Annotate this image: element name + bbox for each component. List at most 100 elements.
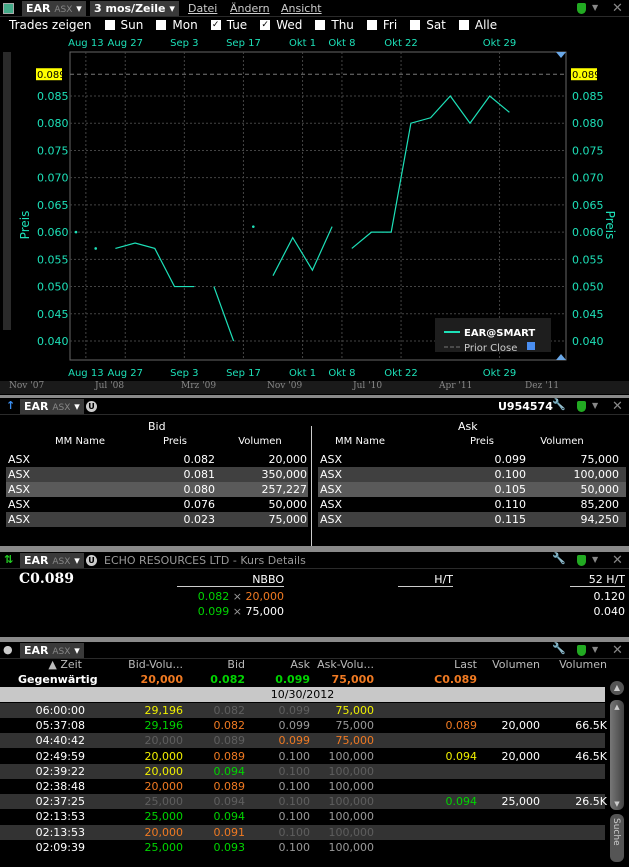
y-tick-right: 0.065 (572, 199, 604, 212)
trade-row[interactable]: 05:37:08 29,196 0.082 0.099 75,000 0.089 20,00… (0, 718, 607, 734)
menu-ansicht[interactable]: Ansicht (281, 2, 322, 15)
ask: 0.099 (278, 719, 311, 733)
volume: 350,000 (261, 468, 308, 481)
x-tick-top: Sep 17 (226, 38, 261, 49)
day-checkbox-mon[interactable] (156, 20, 167, 30)
x-tick-bottom: Okt 1 (289, 368, 316, 379)
times-sign: × (232, 605, 242, 618)
bid-row[interactable]: ASX 0.080 257,227 (6, 482, 308, 497)
ask-volume: 100,000 (328, 840, 375, 854)
bid: 0.089 (213, 780, 246, 793)
bid-volume: 20,000 (144, 764, 184, 778)
bid: 0.089 (213, 734, 246, 748)
menu-aendern[interactable]: Ändern (230, 2, 270, 15)
trade-row[interactable]: 02:09:39 25,000 0.093 0.100 100,000 (0, 839, 605, 855)
wrench-icon[interactable]: 🔧 (552, 552, 566, 565)
x-tick-bottom: Aug 13 (68, 368, 103, 379)
volume: 50,000 (580, 483, 620, 496)
prior-close-label: 0.089 (37, 70, 66, 81)
tas-col-header: Volumen (492, 658, 540, 671)
ask-row[interactable]: ASX 0.105 50,000 (318, 482, 626, 497)
navigator-bar[interactable]: Nov '07 Jul '08 Mrz '09 Nov '09 Jul '10 Apr '… (0, 381, 629, 394)
current-bid: 0.082 (210, 673, 245, 686)
dropdown-icon[interactable]: ▼ (592, 555, 599, 564)
quote-title: ECHO RESOURCES LTD - Kurs Details (104, 554, 306, 567)
period-selector[interactable]: 3 mos/Zeile ▾ (90, 1, 179, 16)
navigator-label: Nov '07 (9, 381, 45, 391)
u-icon[interactable]: U (86, 555, 97, 566)
symbol-selector[interactable]: EAR ASX ▾ (22, 1, 86, 16)
trade-row[interactable]: 02:38:48 20,000 0.089 0.100 100,000 (0, 779, 605, 794)
search-button[interactable]: Suche (610, 814, 624, 862)
trade-volume: 20,000 (501, 719, 541, 733)
ask-row[interactable]: ASX 0.100 100,000 (318, 467, 626, 482)
nbbo-bid: 0.082 × 20,000 (177, 590, 284, 603)
shield-icon[interactable] (577, 3, 586, 14)
ask-row[interactable]: ASX 0.110 85,200 (318, 497, 626, 512)
bid-row[interactable]: ASX 0.023 75,000 (6, 512, 308, 527)
day-checkbox-alle[interactable] (458, 20, 469, 30)
day-checkbox-fri[interactable] (366, 20, 377, 30)
y-tick-left: 0.050 (37, 281, 69, 294)
current-row: Gegenwärtig 20,000 0.082 0.099 75,000 C0.089 (0, 672, 605, 687)
wrench-icon[interactable]: 🔧 (552, 642, 566, 655)
panel-divider[interactable] (0, 546, 629, 552)
shield-icon[interactable] (577, 401, 586, 412)
shield-icon[interactable] (577, 645, 586, 656)
bid-volume: 25,000 (144, 840, 184, 854)
cumulative-volume: 66.5K (575, 719, 607, 733)
scrollbar-thumb[interactable]: ▲ ▼ (610, 700, 624, 810)
panel-divider[interactable] (0, 395, 629, 398)
ask-row[interactable]: ASX 0.099 75,000 (318, 452, 626, 467)
day-checkbox-tue[interactable]: ✓ (210, 20, 221, 30)
bid-row[interactable]: ASX 0.081 350,000 (6, 467, 308, 482)
menu-datei[interactable]: Datei (188, 2, 218, 15)
close-icon[interactable]: ✕ (612, 553, 623, 568)
book-symbol-selector[interactable]: EAR ASX ▾ (20, 399, 84, 414)
ask-row[interactable]: ASX 0.115 94,250 (318, 512, 626, 527)
tas-col-header: Volumen (559, 658, 607, 671)
close-icon[interactable]: ✕ (612, 643, 623, 658)
trade-time: 06:00:00 (35, 704, 85, 717)
trade-row[interactable]: 04:40:42 20,000 0.089 0.099 75,000 (0, 733, 605, 749)
trade-row[interactable]: 02:37:25 25,000 0.094 0.100 100,000 0.094 25,0… (0, 794, 607, 810)
wrench-icon[interactable]: 🔧 (552, 398, 566, 411)
ask-volume: 100,000 (328, 825, 375, 839)
day-checkbox-sun[interactable] (104, 20, 115, 30)
bid-row[interactable]: ASX 0.076 50,000 (6, 497, 308, 512)
day-checkbox-sat[interactable] (410, 20, 421, 30)
trade-row[interactable]: 02:13:53 25,000 0.094 0.100 100,000 (0, 809, 605, 825)
bid-volume: 20,000 (144, 780, 184, 793)
day-checkbox-thu[interactable] (315, 20, 326, 30)
legend-label: Prior Close (464, 343, 517, 354)
ask-volume: 100,000 (328, 795, 375, 809)
price: 0.105 (494, 483, 527, 496)
dropdown-icon[interactable]: ▼ (592, 645, 599, 654)
trade-row[interactable]: 02:39:22 20,000 0.094 0.100 100,000 (0, 763, 605, 779)
panel-divider[interactable] (0, 637, 629, 642)
close-icon[interactable]: ✕ (612, 399, 623, 414)
y-tick-right: 0.045 (572, 308, 604, 321)
trade-time: 02:13:53 (35, 810, 85, 824)
tas-col-header: Last (454, 658, 477, 671)
price: 0.100 (494, 468, 527, 481)
u-icon[interactable]: U (86, 401, 97, 412)
dropdown-icon[interactable]: ▼ (592, 3, 599, 12)
trade-row[interactable]: 02:49:59 20,000 0.089 0.100 100,000 0.094 20,0… (0, 748, 607, 764)
volume: 50,000 (268, 498, 308, 511)
order-book: Bid Ask MM Name Preis Volumen ASX 0.082 20,00… (0, 416, 629, 564)
trade-row[interactable]: 06:00:00 29,196 0.082 0.099 75,000 (0, 703, 605, 718)
scroll-top-button[interactable]: ▲ (610, 681, 624, 695)
dropdown-icon[interactable]: ▼ (592, 401, 599, 410)
tas-symbol-selector[interactable]: EAR ASX ▾ (20, 643, 84, 658)
close-icon[interactable]: ✕ (612, 1, 623, 16)
mm-name: ASX (8, 483, 31, 496)
bid-volume: 20,000 (144, 749, 184, 763)
ask-title: Ask (458, 420, 478, 433)
day-checkbox-wed[interactable]: ✓ (260, 20, 271, 30)
trade-row[interactable]: 02:13:53 20,000 0.091 0.100 100,000 (0, 824, 605, 840)
ask-volume: 100,000 (328, 749, 375, 763)
shield-icon[interactable] (577, 555, 586, 566)
bid-row[interactable]: ASX 0.082 20,000 (6, 452, 308, 467)
quote-symbol-selector[interactable]: EAR ASX ▾ (20, 553, 84, 568)
